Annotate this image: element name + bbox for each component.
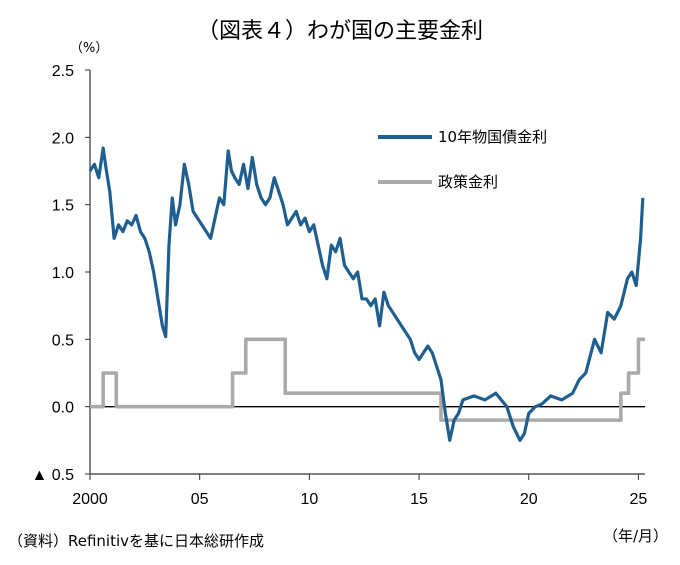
y-tick-label: 0.0 [52, 400, 74, 417]
series-layer [88, 146, 645, 442]
series-line-policy-rate [90, 337, 645, 422]
series-line-jgb10y [88, 146, 645, 442]
legend-label-jgb10y: 10年物国債金利 [438, 128, 547, 146]
x-tick-label: 10 [300, 491, 318, 508]
y-axis-unit: （%） [70, 41, 108, 56]
y-tick-label: 2.5 [52, 63, 74, 80]
y-tick-label: 2.0 [52, 130, 74, 147]
x-tick-label: 20 [520, 491, 538, 508]
legend: 10年物国債金利 政策金利 [378, 128, 547, 191]
y-tick-label: 0.5 [52, 332, 74, 349]
x-axis-ticks: 2000 05 10 15 20 25 [72, 474, 647, 508]
y-axis-ticks: 2.5 2.0 1.5 1.0 0.5 0.0 ▲ 0.5 [31, 63, 90, 484]
y-tick-label: 1.0 [52, 265, 74, 282]
source-note: （資料）Refinitivを基に日本総研作成 [8, 532, 264, 550]
x-tick-label: 25 [630, 491, 648, 508]
x-tick-label: 2000 [72, 491, 108, 508]
y-tick-label: ▲ 0.5 [31, 467, 74, 484]
y-tick-label: 1.5 [52, 198, 74, 215]
x-axis-unit: （年/月） [603, 527, 668, 545]
x-tick-label: 05 [191, 491, 209, 508]
legend-label-policy-rate: 政策金利 [438, 173, 498, 191]
x-tick-label: 15 [410, 491, 428, 508]
chart-title: （図表４）わが国の主要金利 [197, 19, 483, 44]
